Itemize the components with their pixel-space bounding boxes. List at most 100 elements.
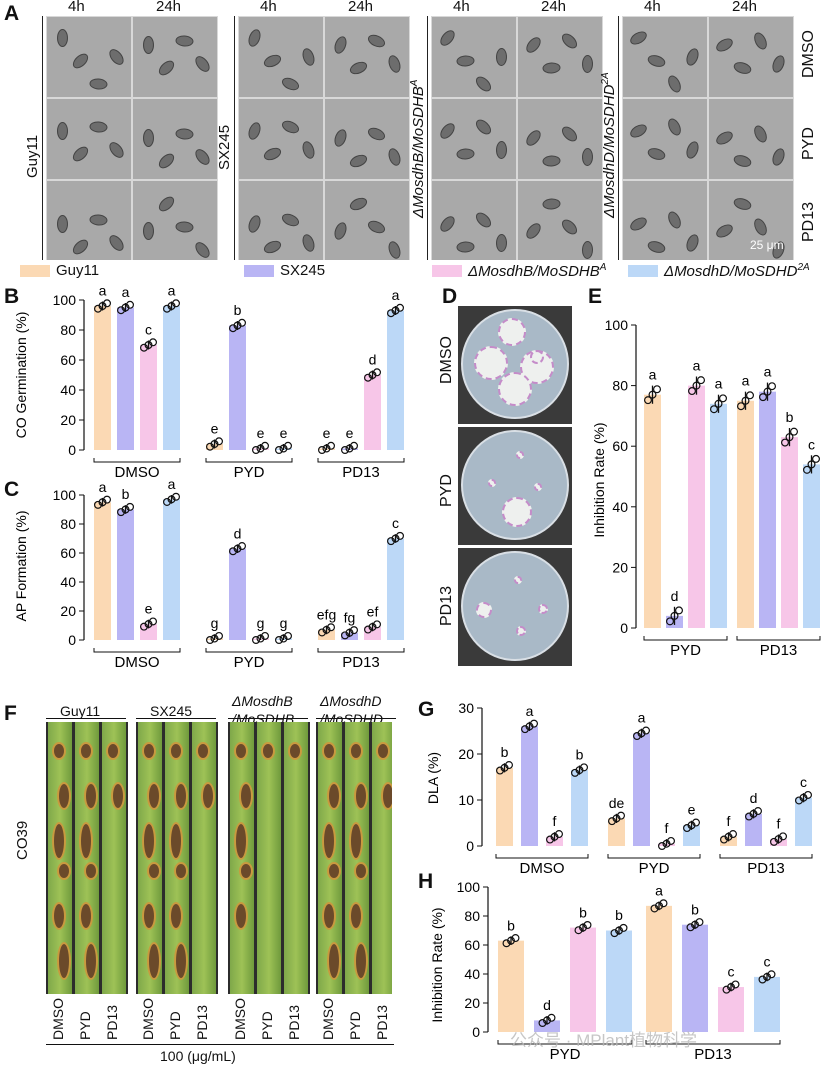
significance-letter: a xyxy=(742,373,750,389)
lesion xyxy=(169,822,183,860)
data-point xyxy=(687,387,696,396)
bar xyxy=(163,306,180,450)
data-point xyxy=(396,531,405,540)
spore xyxy=(559,30,580,52)
bar xyxy=(140,624,157,640)
leaf xyxy=(284,722,308,994)
leaf xyxy=(230,722,254,994)
colony xyxy=(538,604,548,614)
y-tick-label: 40 xyxy=(60,574,76,590)
group-label: PD13 xyxy=(760,642,798,659)
legend-swatch xyxy=(20,264,50,277)
data-point xyxy=(238,542,247,551)
significance-letter: c xyxy=(145,322,152,338)
data-point xyxy=(779,832,788,841)
spore xyxy=(627,121,650,141)
legend-sup: 2A xyxy=(797,262,810,273)
data-point xyxy=(210,634,219,643)
data-point xyxy=(149,617,158,626)
micrograph-block xyxy=(238,16,410,260)
data-point xyxy=(674,606,683,615)
micrograph-cell xyxy=(708,98,794,180)
lesion xyxy=(79,902,93,930)
significance-letter: e xyxy=(323,425,331,441)
data-point xyxy=(768,382,777,391)
group-bracket xyxy=(719,854,813,859)
group-label: PD13 xyxy=(342,654,380,671)
strain-label: ΔMosdhD/MoSDHD2A xyxy=(600,72,618,218)
data-point xyxy=(692,818,701,827)
y-tick-label: 80 xyxy=(60,322,76,338)
spore xyxy=(246,120,263,142)
lesion xyxy=(322,742,336,760)
bar xyxy=(803,464,820,628)
spore xyxy=(192,146,213,168)
micrograph-cell xyxy=(324,98,410,180)
colony xyxy=(516,626,526,636)
y-tick-label: 0 xyxy=(68,442,76,458)
y-tick-label: 60 xyxy=(464,937,480,953)
significance-letter: b xyxy=(576,747,584,763)
data-point xyxy=(648,390,657,399)
colony xyxy=(476,602,492,618)
group-bracket xyxy=(205,648,293,653)
data-point xyxy=(215,631,224,640)
legend-item: Guy11 xyxy=(20,262,99,279)
data-point xyxy=(327,441,336,450)
spore xyxy=(175,127,194,141)
significance-letter: d xyxy=(671,588,679,604)
leaf-lane-label: PYD xyxy=(347,1011,363,1040)
spore xyxy=(684,139,701,161)
spore xyxy=(581,147,594,167)
micrograph-cell xyxy=(622,180,708,260)
bar xyxy=(720,836,737,846)
data-point xyxy=(807,460,816,469)
panel-letter-a: A xyxy=(4,2,20,25)
bar xyxy=(710,403,727,628)
dose-label: 100 (μg/mL) xyxy=(160,1048,236,1064)
y-tick-label: 20 xyxy=(60,412,76,428)
spore xyxy=(473,209,494,231)
micrograph-cell xyxy=(46,16,132,98)
data-point xyxy=(102,495,111,504)
time-label: 4h xyxy=(260,0,277,15)
y-tick-label: 60 xyxy=(612,438,628,454)
y-tick-label: 0 xyxy=(68,632,76,648)
lesion xyxy=(381,782,392,810)
spore xyxy=(366,32,387,50)
spore xyxy=(89,120,108,134)
group-label: DMSO xyxy=(115,654,160,671)
data-point xyxy=(121,505,130,514)
scale-bar-label: 25 μm xyxy=(750,238,784,252)
y-axis-label: CO Germination (%) xyxy=(13,312,29,439)
data-point xyxy=(511,934,520,943)
spore xyxy=(366,218,387,236)
significance-letter: g xyxy=(211,615,219,631)
group-label: PD13 xyxy=(747,860,785,873)
data-point xyxy=(341,631,350,640)
bar xyxy=(759,391,776,628)
data-point xyxy=(172,299,181,308)
data-point xyxy=(144,620,153,629)
bar xyxy=(229,548,246,640)
data-point xyxy=(574,926,583,935)
strain-sup: 2A xyxy=(600,72,611,85)
time-label: 4h xyxy=(68,0,85,15)
lesion xyxy=(327,942,341,980)
data-point xyxy=(610,929,619,938)
bar xyxy=(498,940,524,1032)
legend-item: SX245 xyxy=(244,262,325,279)
panel-letter-b: B xyxy=(4,285,20,308)
data-point xyxy=(261,441,270,450)
micrograph-cell xyxy=(46,180,132,260)
colony xyxy=(534,483,542,491)
spore xyxy=(106,139,127,161)
lesion xyxy=(84,862,98,880)
bar xyxy=(117,509,134,640)
y-axis-label: Inhibition Rate (%) xyxy=(429,907,445,1022)
colony xyxy=(488,479,496,487)
data-point xyxy=(229,547,238,556)
y-axis-label: DLA (%) xyxy=(425,752,441,804)
spore xyxy=(495,47,508,67)
lesion xyxy=(84,942,98,980)
